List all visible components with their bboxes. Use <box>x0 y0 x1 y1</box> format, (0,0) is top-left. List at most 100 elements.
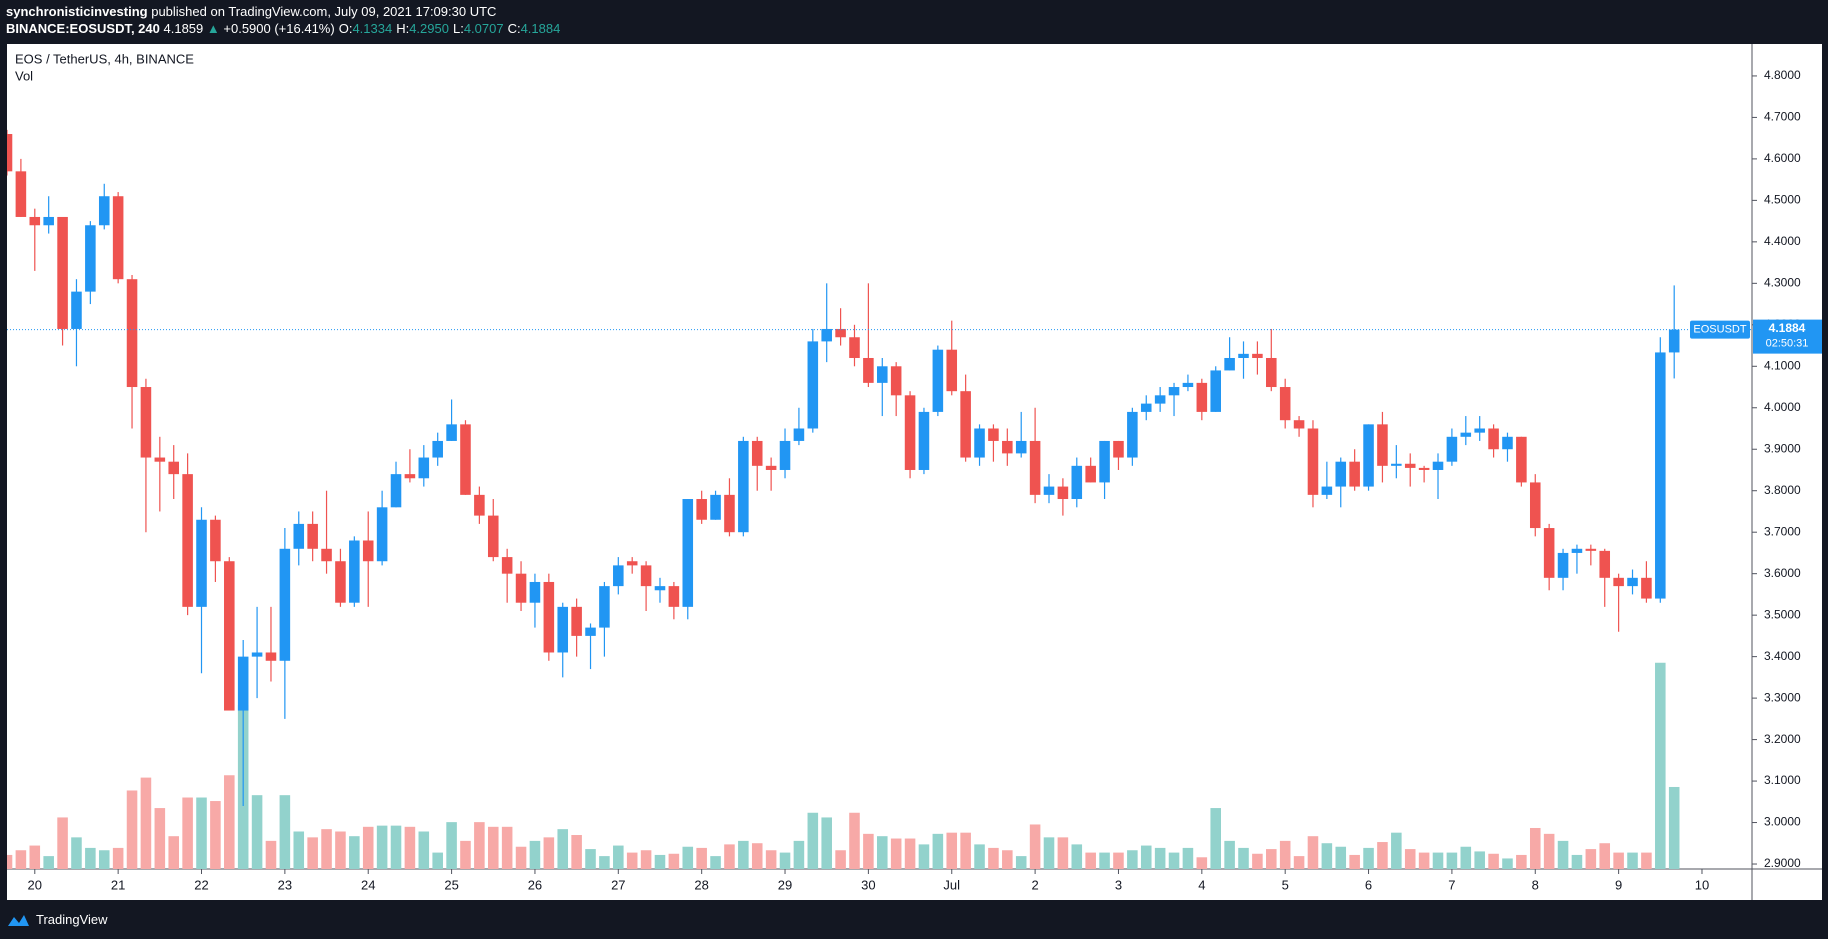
volume-bar <box>1140 845 1152 869</box>
candle-body <box>1113 440 1124 458</box>
candle-body <box>1196 382 1208 412</box>
volume-bar <box>418 831 430 869</box>
candle-body <box>432 440 443 458</box>
candle-body <box>876 366 888 383</box>
volume-bar <box>738 840 749 869</box>
volume-bar <box>460 840 471 869</box>
volume-bar <box>626 852 638 869</box>
volume-bar <box>1210 808 1221 869</box>
candle-body <box>571 606 582 636</box>
brand[interactable]: TradingView <box>36 912 108 927</box>
price-axis <box>1752 44 1822 900</box>
volume-bar <box>1432 852 1444 869</box>
candle-body <box>626 561 638 566</box>
y-tick-label: 3.5000 <box>1764 607 1801 621</box>
volume-bar <box>1404 849 1416 869</box>
x-tick-label: 25 <box>444 877 458 892</box>
author: synchronisticinvesting <box>6 4 148 19</box>
volume-bar <box>501 826 513 869</box>
candle-body <box>1349 461 1360 487</box>
candle-body <box>1585 548 1597 551</box>
countdown: 02:50:31 <box>1766 338 1809 350</box>
candle-body <box>1599 550 1611 578</box>
price-tag: 4.1884 <box>1769 321 1806 335</box>
candle-body <box>224 561 235 711</box>
x-tick-label: 20 <box>28 877 42 892</box>
candle-body <box>501 557 513 574</box>
candle-body <box>529 581 541 603</box>
volume-bar <box>668 853 680 869</box>
volume-bar <box>1571 854 1583 869</box>
footer: TradingView <box>6 900 108 939</box>
volume-bar <box>362 826 374 869</box>
x-tick-label: 26 <box>528 877 542 892</box>
volume-bar <box>1363 847 1374 869</box>
ohlc-label: C: <box>507 21 521 36</box>
volume-bar <box>404 826 416 869</box>
candle-body <box>1321 486 1333 495</box>
candle-body <box>15 171 27 217</box>
volume-bar <box>1349 854 1360 869</box>
header-line: synchronisticinvesting published on Trad… <box>6 3 560 20</box>
candle-body <box>251 652 263 657</box>
candle-body <box>446 424 457 441</box>
volume-bar <box>640 850 652 869</box>
candle-body <box>835 328 846 338</box>
volume-bar <box>446 822 457 869</box>
price: 4.1859 <box>163 21 204 36</box>
volume-bar <box>265 840 277 869</box>
header: synchronisticinvesting published on Trad… <box>6 3 560 37</box>
x-tick-label: 22 <box>194 877 208 892</box>
published: published on TradingView.com, July 09, 2… <box>151 4 497 19</box>
volume-bar <box>1655 662 1666 869</box>
candle-body <box>71 291 82 329</box>
ohlc-value: 4.1884 <box>520 21 561 36</box>
volume-bar <box>98 850 110 869</box>
volume-bar <box>140 777 152 869</box>
volume-bar <box>1627 852 1638 869</box>
volume-bar <box>599 856 610 869</box>
y-tick-label: 4.1000 <box>1764 358 1801 372</box>
candle-body <box>890 366 902 396</box>
y-tick-label: 3.3000 <box>1764 690 1801 704</box>
candle-body <box>1238 353 1249 358</box>
candle-body <box>1182 382 1194 388</box>
candle-body <box>7 134 13 172</box>
candle-body <box>1432 461 1444 470</box>
volume-bar <box>696 847 707 869</box>
candle-body <box>946 349 958 392</box>
symbol-tag-box <box>1690 320 1750 339</box>
candle-body <box>1099 440 1110 483</box>
candle-body <box>1474 428 1485 433</box>
candle-body <box>668 586 680 607</box>
candle-body <box>543 581 555 653</box>
volume-bar <box>835 850 846 869</box>
candle-body <box>1404 463 1416 468</box>
volume-bar <box>1599 843 1611 869</box>
volume-bar <box>474 822 485 869</box>
y-tick-label: 4.5000 <box>1764 193 1801 207</box>
candle-body <box>1071 465 1083 500</box>
candle-body <box>1002 440 1013 454</box>
volume-bar <box>1474 851 1485 869</box>
volume-bar <box>1071 844 1083 869</box>
volume-bar <box>1127 850 1138 869</box>
candle-body <box>515 573 527 603</box>
symbol-tag: EOSUSDT <box>1693 324 1746 336</box>
volume-bar <box>126 790 138 869</box>
candle-body <box>1613 577 1624 587</box>
candle-body <box>1377 424 1388 466</box>
ohlc-label: L: <box>452 21 464 36</box>
header-line: BINANCE:EOSUSDT, 240 4.1859 ▲ +0.5900 (+… <box>6 20 560 37</box>
volume-bar <box>876 836 888 869</box>
candle-body <box>710 494 721 520</box>
volume-bar <box>432 852 443 869</box>
candle-body <box>1641 577 1652 599</box>
candle-body <box>557 606 569 653</box>
volume-bar <box>1085 852 1096 869</box>
logo <box>8 914 29 926</box>
candle-body <box>1307 428 1319 495</box>
candle-body <box>724 494 735 533</box>
candle-body <box>196 519 207 607</box>
